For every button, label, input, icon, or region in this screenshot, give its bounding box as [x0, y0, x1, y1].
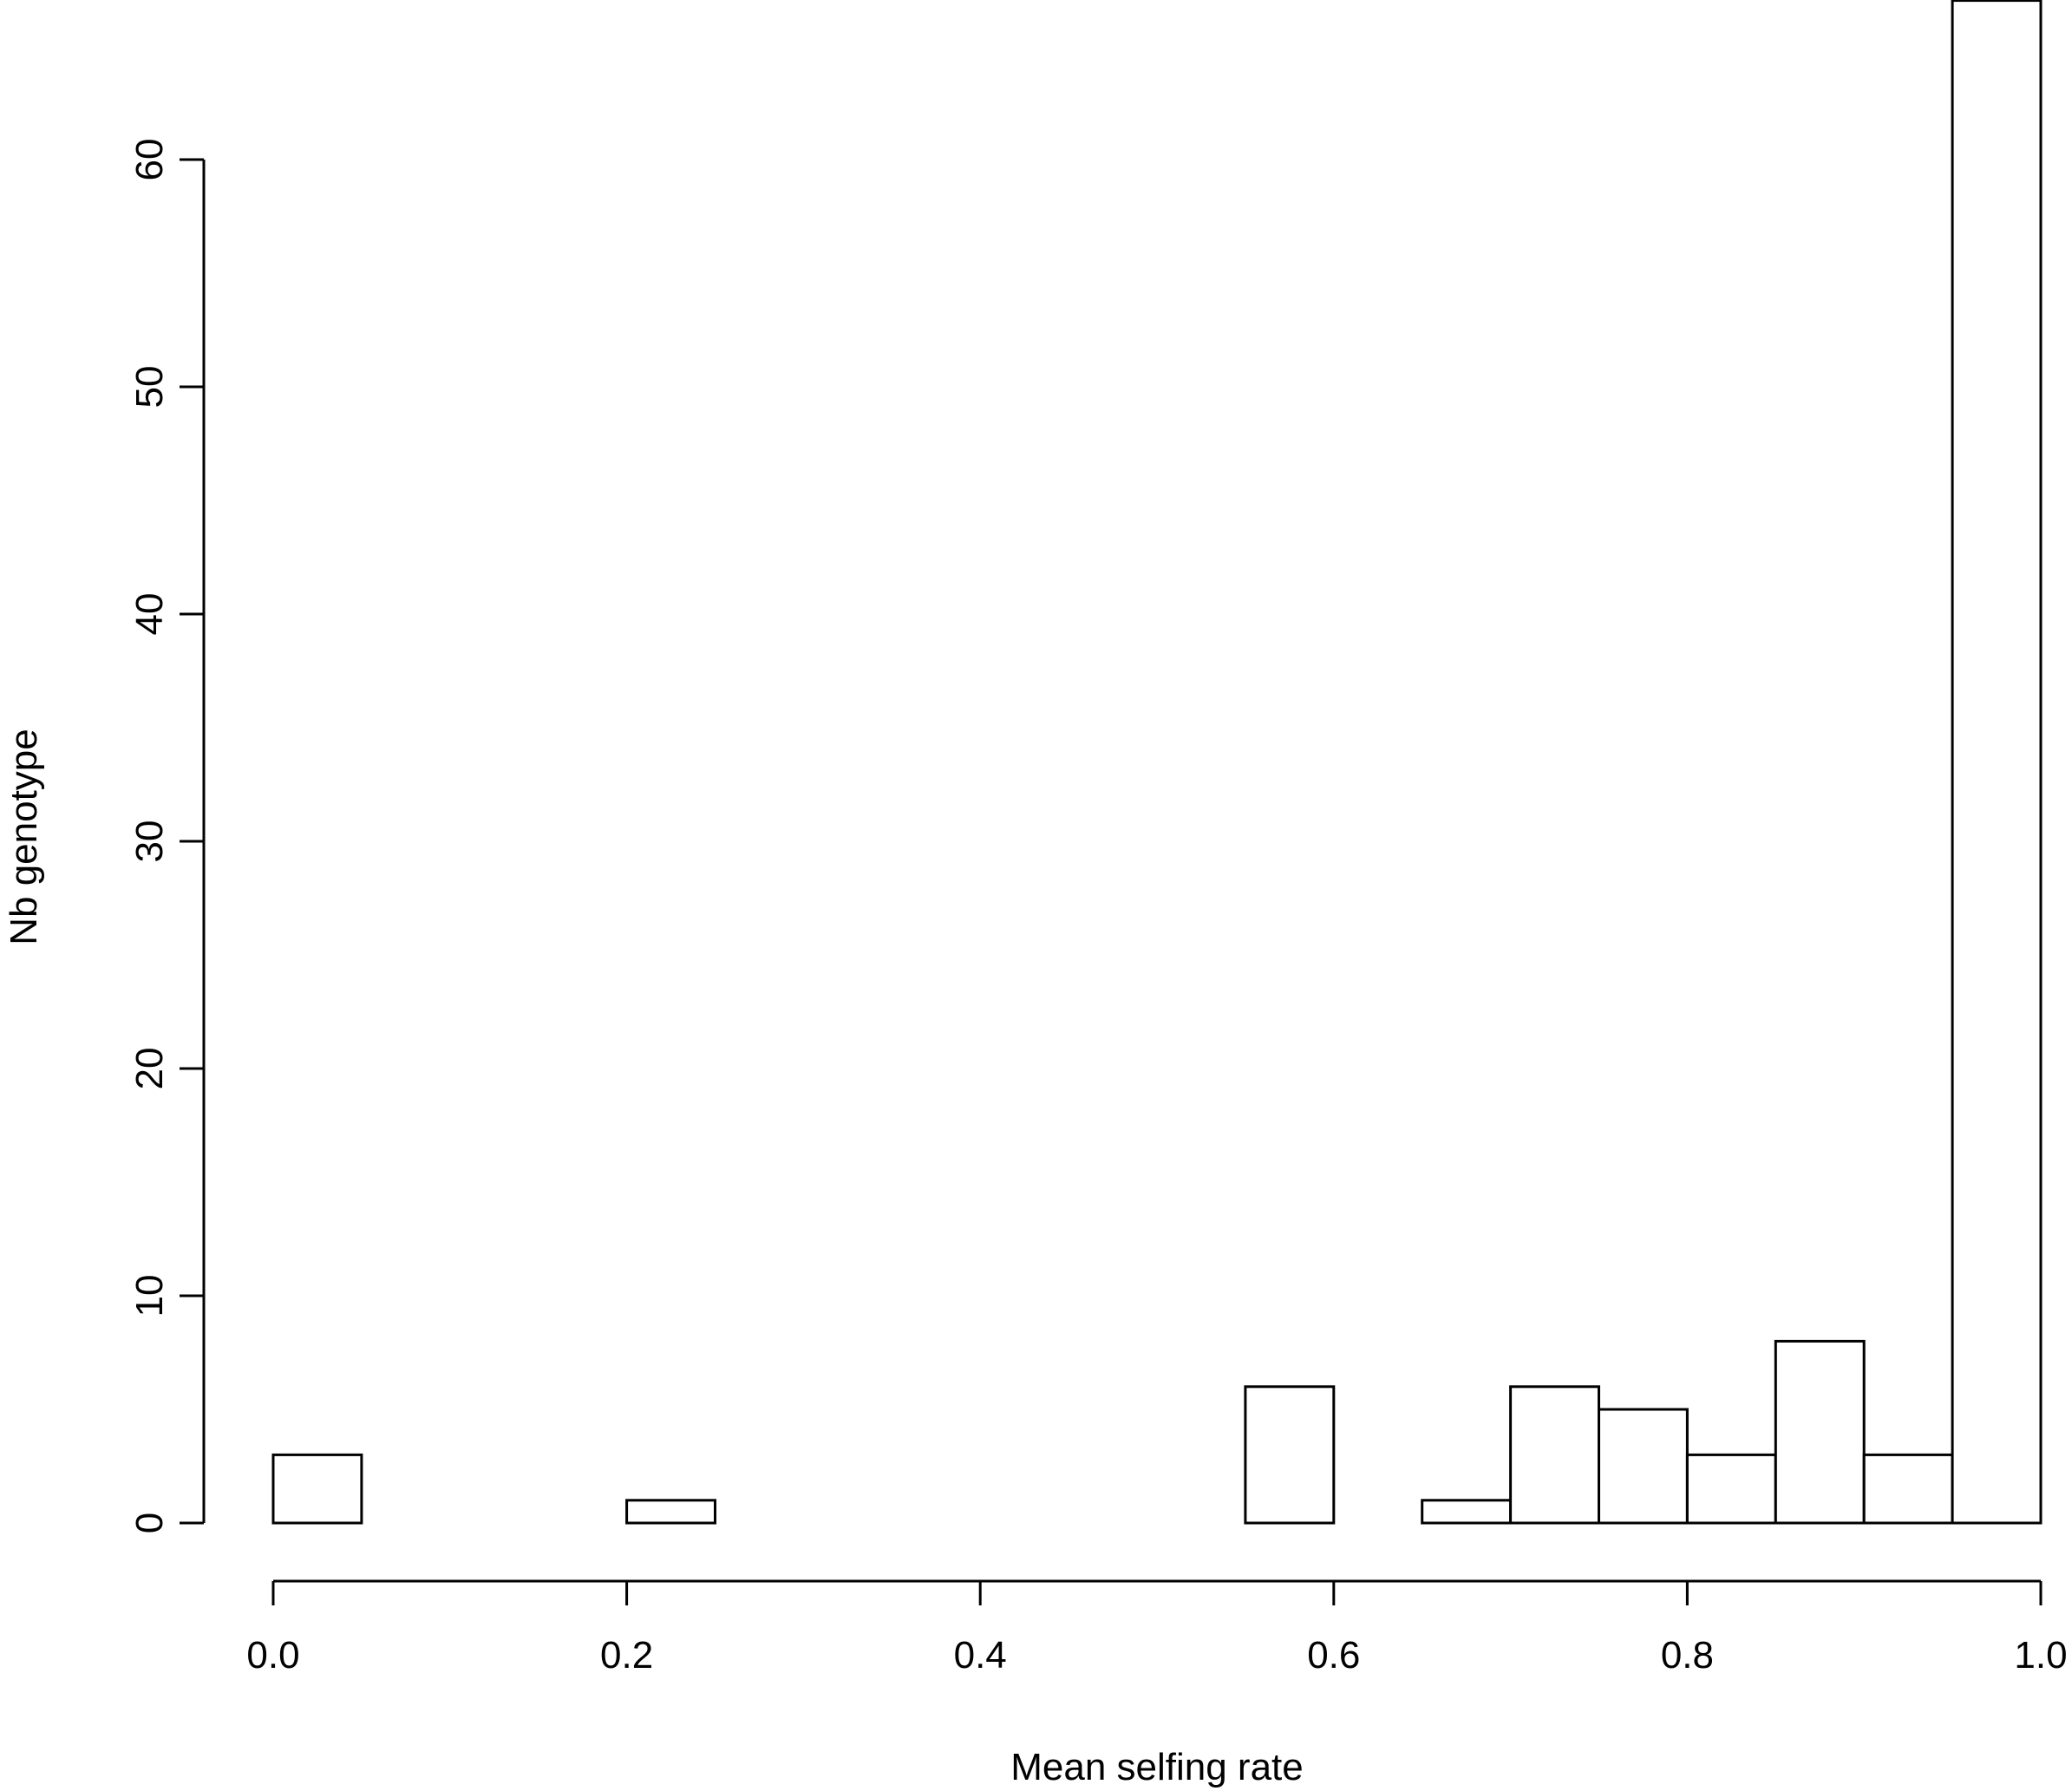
histogram-bars	[271, 0, 2043, 1525]
histogram-bar	[1244, 1385, 1336, 1525]
y-tick-label: 10	[128, 1275, 171, 1317]
x-tick-label: 1.0	[2014, 1634, 2067, 1677]
histogram-bar	[1951, 0, 2043, 1525]
x-axis: 0.0 0.2 0.4 0.6 0.8 1.0	[246, 1579, 2068, 1677]
histogram-bar	[1774, 1339, 1866, 1525]
histogram-bar	[1862, 1453, 1954, 1525]
y-tick-label: 60	[128, 139, 171, 181]
histogram-bar	[1421, 1499, 1513, 1525]
x-axis-label: Mean selfing rate	[1010, 1746, 1304, 1788]
y-tick-label: 0	[128, 1513, 171, 1533]
y-axis-label: Nb genotype	[3, 729, 45, 945]
y-tick-label: 40	[128, 593, 171, 636]
histogram-bar	[1598, 1408, 1689, 1525]
histogram-bar	[625, 1499, 716, 1525]
y-tick-label: 30	[128, 820, 171, 863]
histogram-bar	[1685, 1453, 1777, 1525]
y-tick-label: 50	[128, 366, 171, 409]
y-tick-label: 20	[128, 1048, 171, 1090]
y-axis: 0 10 20 30 40 50 60	[128, 139, 206, 1533]
x-tick-label: 0.2	[600, 1634, 653, 1677]
x-tick-label: 0.4	[954, 1634, 1007, 1677]
histogram-bar	[1509, 1385, 1600, 1525]
x-tick-label: 0.0	[246, 1634, 299, 1677]
x-tick-label: 0.6	[1307, 1634, 1360, 1677]
x-tick-label: 0.8	[1661, 1634, 1714, 1677]
histogram-bar	[271, 1453, 363, 1525]
